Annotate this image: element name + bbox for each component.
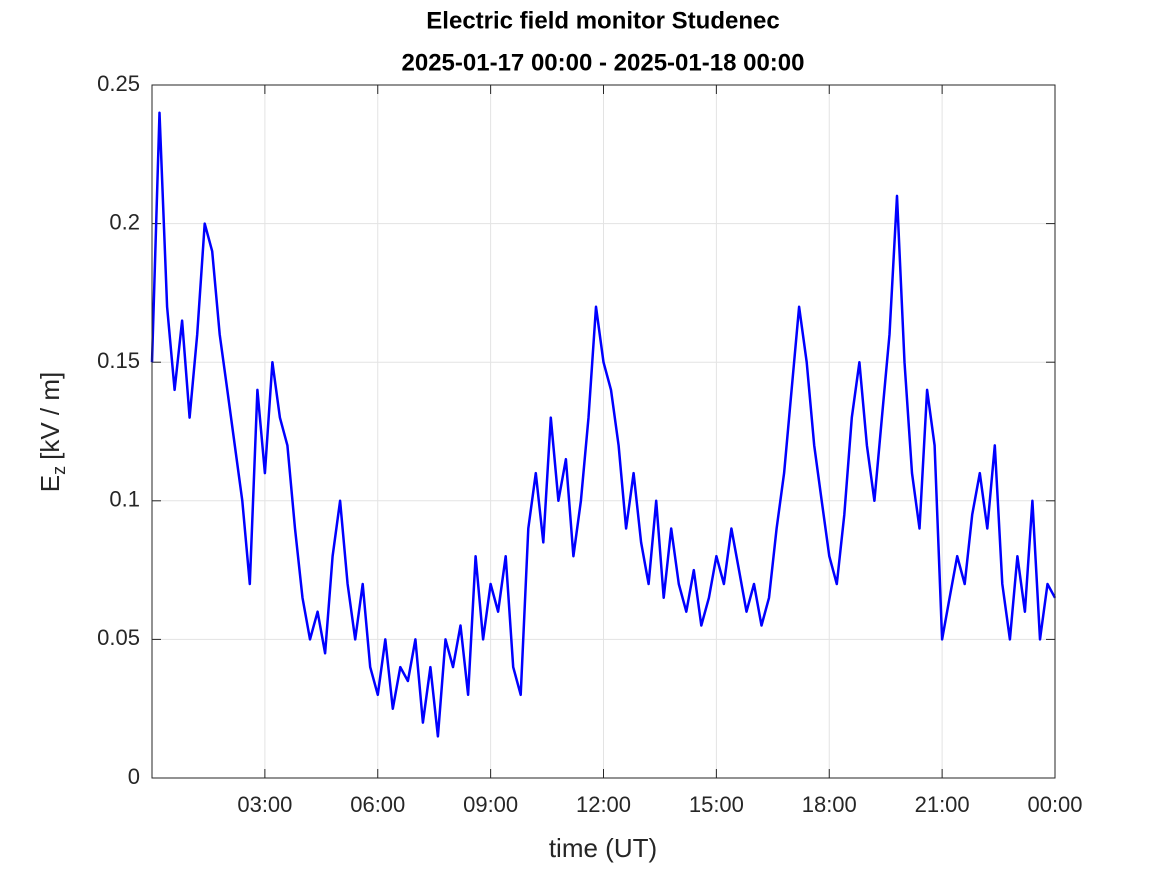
y-label-rest: [kV / m] [35, 372, 65, 460]
x-tick-label: 03:00 [237, 792, 292, 817]
data-line [150, 111, 1057, 738]
chart-title: Electric field monitor Studenec [426, 7, 779, 34]
y-label-sub: z [49, 466, 69, 475]
chart-subtitle: 2025-01-17 00:00 - 2025-01-18 00:00 [402, 49, 805, 76]
x-tick-label: 18:00 [802, 792, 857, 817]
y-tick-label: 0.1 [109, 487, 140, 512]
x-tick-label: 15:00 [689, 792, 744, 817]
x-tick-label: 09:00 [463, 792, 518, 817]
y-tick-label: 0.25 [97, 71, 140, 96]
y-axis-label: Ez [kV / m] [35, 372, 69, 492]
y-tick-label: 0 [128, 764, 140, 789]
x-axis-label: time (UT) [549, 833, 657, 863]
x-tick-label: 12:00 [576, 792, 631, 817]
x-tick-label: 21:00 [915, 792, 970, 817]
y-tick-label: 0.15 [97, 348, 140, 373]
plot-frame [151, 84, 1056, 779]
x-tick-label: 06:00 [350, 792, 405, 817]
y-label-main: E [35, 475, 65, 492]
y-tick-label: 0.05 [97, 625, 140, 650]
x-tick-label: 00:00 [1027, 792, 1082, 817]
y-tick-label: 0.2 [109, 209, 140, 234]
